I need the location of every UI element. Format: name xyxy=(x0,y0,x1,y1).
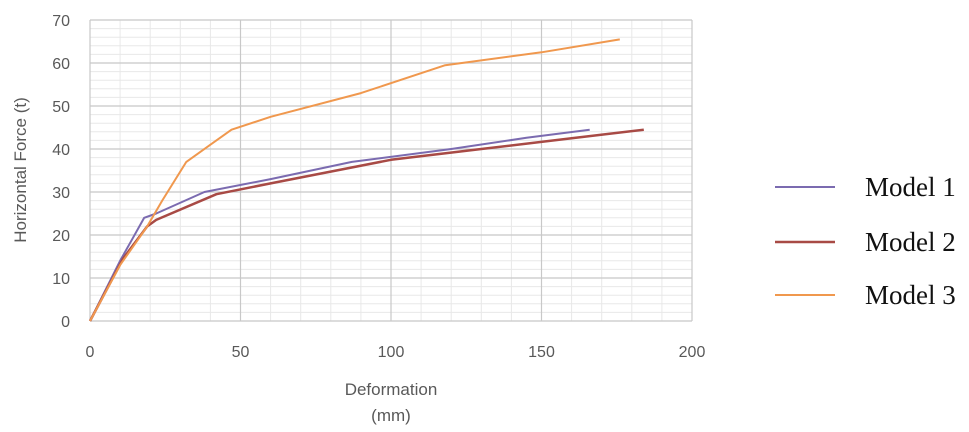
legend-item-model-3: Model 3 xyxy=(775,280,956,310)
series-line-model-2 xyxy=(88,128,644,322)
legend-item-model-2: Model 2 xyxy=(775,227,956,257)
series-layer xyxy=(88,38,644,322)
y-tick-label: 0 xyxy=(61,314,70,331)
x-tick-label: 200 xyxy=(679,344,706,361)
y-tick-label: 30 xyxy=(52,185,70,202)
series-line-model-3 xyxy=(89,38,620,322)
legend-label-model-3: Model 3 xyxy=(865,280,956,310)
y-tick-label: 70 xyxy=(52,13,70,30)
y-tick-labels: 0 10 20 30 40 50 60 70 xyxy=(52,13,70,331)
legend-label-model-1: Model 1 xyxy=(865,172,956,202)
legend-item-model-1: Model 1 xyxy=(775,172,956,202)
x-tick-label: 50 xyxy=(232,344,250,361)
y-tick-label: 60 xyxy=(52,56,70,73)
legend-label-model-2: Model 2 xyxy=(865,227,956,257)
y-tick-label: 10 xyxy=(52,271,70,288)
y-tick-label: 40 xyxy=(52,142,70,159)
x-tick-label: 0 xyxy=(86,344,95,361)
y-tick-label: 20 xyxy=(52,228,70,245)
x-tick-labels: 0 50 100 150 200 xyxy=(86,344,706,361)
x-tick-label: 100 xyxy=(378,344,405,361)
x-axis-title-line-2: (mm) xyxy=(371,406,411,425)
x-axis-title-line-1: Deformation xyxy=(345,380,438,399)
y-axis-title: Horizontal Force (t) xyxy=(11,97,30,242)
major-grid xyxy=(89,19,693,322)
x-tick-label: 150 xyxy=(528,344,555,361)
series-line-model-1 xyxy=(89,128,590,322)
legend: Model 1 Model 2 Model 3 xyxy=(775,172,956,310)
y-tick-label: 50 xyxy=(52,99,70,116)
